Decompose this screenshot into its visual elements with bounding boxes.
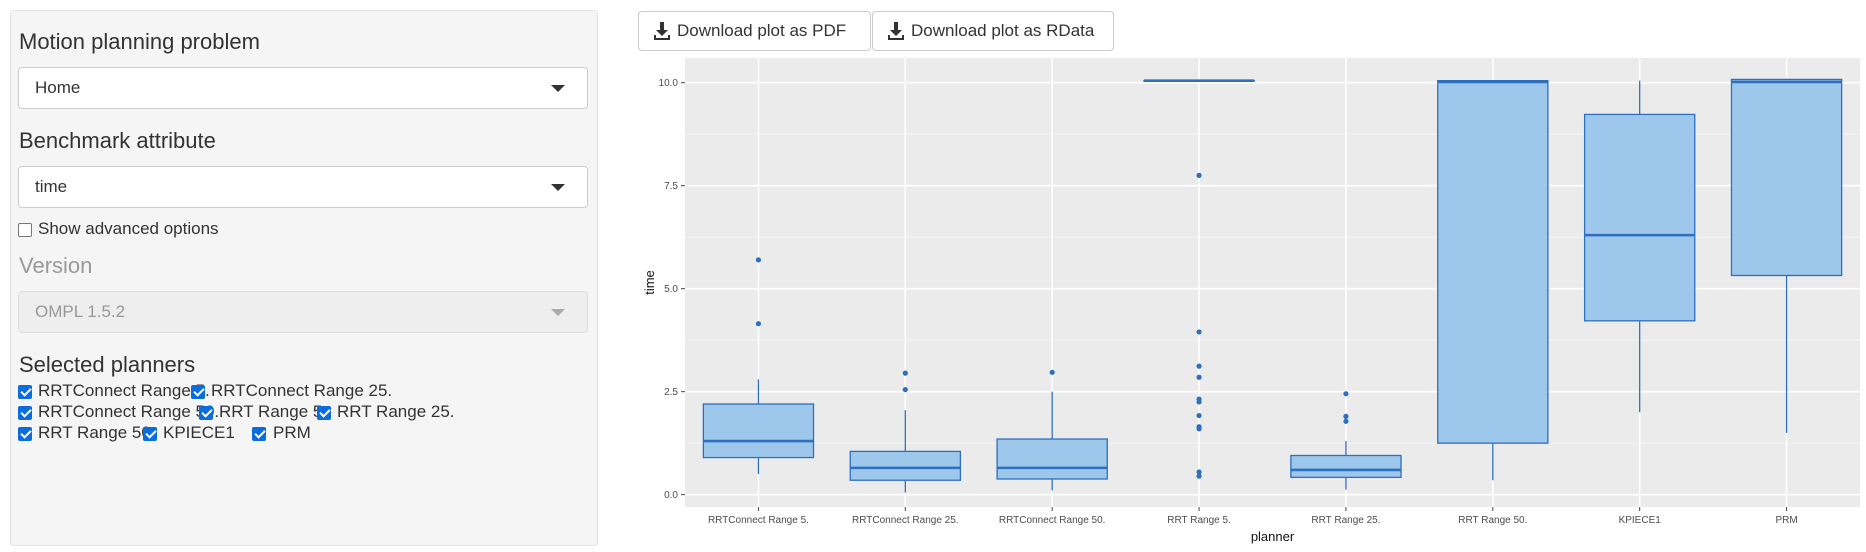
box-4 <box>1143 79 1255 479</box>
chevron-down-icon <box>551 309 565 316</box>
x-tick-label: RRT Range 50. <box>1458 515 1527 526</box>
planner-label: RRT Range 25. <box>337 402 455 421</box>
y-tick-label: 2.5 <box>664 387 678 398</box>
planner-checkbox[interactable] <box>18 385 32 399</box>
outlier-point <box>1343 418 1349 424</box>
x-tick-label: RRT Range 5. <box>1167 515 1231 526</box>
problem-label: Motion planning problem <box>19 29 260 54</box>
outlier-point <box>1196 399 1202 405</box>
plot-panel <box>685 58 1860 507</box>
outlier-point <box>902 370 908 376</box>
outlier-point <box>1196 426 1202 432</box>
chevron-down-icon <box>551 184 565 191</box>
version-select: OMPL 1.5.2 <box>18 291 588 333</box>
attribute-select-value: time <box>35 177 68 196</box>
y-axis-ticks: 0.0 2.5 5.0 7.5 10.0 <box>659 78 685 501</box>
x-tick-label: RRTConnect Range 50. <box>999 515 1106 526</box>
download-pdf-label: Download plot as PDF <box>677 21 847 40</box>
minor-grid <box>685 133 1860 444</box>
box-body <box>1290 454 1402 478</box>
outlier-point <box>1196 329 1202 335</box>
box-5 <box>1290 391 1402 490</box>
box-2 <box>849 370 962 493</box>
attribute-select[interactable]: time <box>18 166 588 208</box>
box-1 <box>702 257 815 475</box>
outlier-point <box>755 321 762 327</box>
problem-select[interactable]: Home <box>18 67 588 109</box>
outlier-point <box>1343 391 1349 397</box>
planner-label: RRT Range 5. <box>219 402 328 421</box>
planners-label: Selected planners <box>19 352 196 377</box>
planner-checkbox[interactable] <box>191 385 205 399</box>
y-axis-title: time <box>642 270 657 295</box>
box-body <box>849 450 962 481</box>
box-body <box>1437 80 1549 444</box>
x-axis-ticks: RRTConnect Range 5. RRTConnect Range 25. R… <box>708 507 1798 526</box>
planner-checkbox[interactable] <box>143 427 157 441</box>
outlier-point <box>1196 363 1202 369</box>
outlier-point <box>755 257 762 263</box>
y-tick-label: 0.0 <box>664 490 678 501</box>
box-body <box>702 403 815 459</box>
outlier-point <box>1196 412 1202 419</box>
y-tick-label: 10.0 <box>659 78 679 89</box>
planner-label: RRTConnect Range 25. <box>211 381 393 400</box>
advanced-options-label: Show advanced options <box>38 219 219 238</box>
box-body <box>1730 78 1843 277</box>
planner-checkbox[interactable] <box>252 427 266 441</box>
download-icon <box>888 22 904 40</box>
outlier-point <box>1196 374 1202 380</box>
x-axis-title: planner <box>1251 529 1295 544</box>
download-icon <box>654 22 670 40</box>
outlier-point <box>902 387 908 393</box>
planner-label: PRM <box>273 423 311 442</box>
planner-checkbox[interactable] <box>199 406 213 420</box>
attribute-label: Benchmark attribute <box>19 128 216 153</box>
outlier-point <box>1049 369 1055 375</box>
version-label: Version <box>19 253 93 278</box>
problem-select-value: Home <box>35 78 81 97</box>
x-tick-label: KPIECE1 <box>1619 515 1662 526</box>
x-tick-label: PRM <box>1775 515 1797 526</box>
download-pdf-button[interactable]: Download plot as PDF <box>638 11 871 51</box>
y-tick-label: 7.5 <box>664 181 678 192</box>
outlier-point <box>1196 396 1202 402</box>
x-tick-label: RRTConnect Range 5. <box>708 515 809 526</box>
x-tick-label: RRT Range 25. <box>1311 515 1380 526</box>
advanced-options-checkbox[interactable] <box>18 223 32 237</box>
version-select-value: OMPL 1.5.2 <box>35 302 126 321</box>
outlier-point <box>1343 413 1349 419</box>
download-rdata-button[interactable]: Download plot as RData <box>872 11 1114 51</box>
box-7 <box>1583 80 1696 413</box>
y-tick-label: 5.0 <box>664 284 678 295</box>
download-rdata-label: Download plot as RData <box>911 21 1095 40</box>
box-body <box>1583 113 1696 322</box>
outlier-point <box>1196 473 1202 479</box>
major-grid <box>685 58 1860 507</box>
box-6 <box>1437 80 1549 481</box>
chevron-down-icon <box>551 85 565 92</box>
outlier-point <box>1196 469 1202 475</box>
box-body <box>1143 80 1255 82</box>
box-3 <box>996 369 1108 491</box>
planner-checkbox[interactable] <box>18 427 32 441</box>
planner-checkbox[interactable] <box>317 406 331 420</box>
x-tick-label: RRTConnect Range 25. <box>852 515 959 526</box>
outlier-point <box>1196 172 1202 178</box>
planner-label: RRT Range 50. <box>38 423 156 442</box>
planner-label: RRTConnect Range 50. <box>38 402 220 421</box>
box-body <box>996 438 1108 480</box>
box-8 <box>1730 78 1843 433</box>
planner-label: KPIECE1 <box>163 423 235 442</box>
boxes <box>702 78 1843 493</box>
outlier-point <box>1196 424 1202 430</box>
planner-checkbox[interactable] <box>18 406 32 420</box>
sidebar-panel: Motion planning problem Home Benchmark a… <box>10 10 598 546</box>
planner-label: RRTConnect Range 5. <box>38 381 210 400</box>
